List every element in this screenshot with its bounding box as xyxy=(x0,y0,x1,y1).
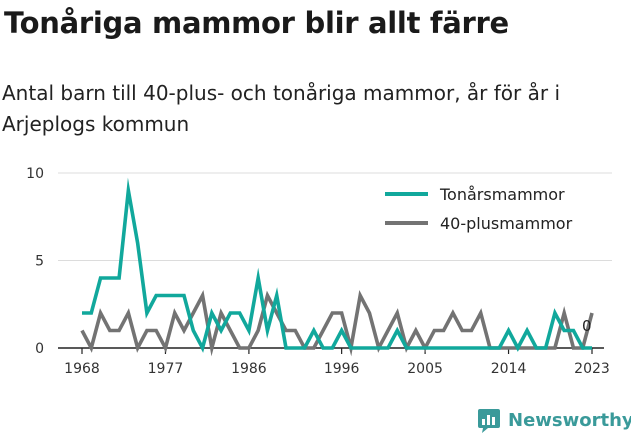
x-tick-label-2023: 2023 xyxy=(574,361,610,377)
annotations: 0 xyxy=(582,317,592,335)
legend: Tonårsmammor 40-plusmammor xyxy=(385,185,573,233)
x-tick-label-1996: 1996 xyxy=(324,361,360,377)
y-tick-label-5: 5 xyxy=(35,254,44,270)
y-tick-label-0: 0 xyxy=(35,341,44,357)
chart-title: Tonåriga mammor blir allt färre xyxy=(4,6,509,40)
y-axis-ticks: 0 5 10 xyxy=(26,166,44,357)
chart-subtitle: Antal barn till 40-plus- och tonåriga ma… xyxy=(2,81,561,136)
x-tick-label-1968: 1968 xyxy=(64,361,100,377)
gridlines xyxy=(58,172,612,261)
x-axis: 1968 1977 1986 1996 2005 2014 2023 xyxy=(58,347,610,377)
newsworthy-logo: Newsworthy xyxy=(476,408,631,434)
series-lines xyxy=(80,177,594,357)
legend-label-1: 40-plusmammor xyxy=(440,214,573,233)
x-tick-label-2005: 2005 xyxy=(407,361,443,377)
series-line-40-plusmammor xyxy=(80,290,594,357)
y-tick-label-10: 10 xyxy=(26,166,44,182)
legend-label-0: Tonårsmammor xyxy=(439,185,565,204)
series-line-tonarsmammor xyxy=(82,177,592,353)
brand-name: Newsworthy xyxy=(508,410,631,431)
x-tick-label-1986: 1986 xyxy=(231,361,267,377)
x-tick-label-1977: 1977 xyxy=(148,361,184,377)
end-value-label: 0 xyxy=(582,317,592,335)
newsworthy-chart-icon xyxy=(478,409,500,433)
x-tick-label-2014: 2014 xyxy=(491,361,527,377)
